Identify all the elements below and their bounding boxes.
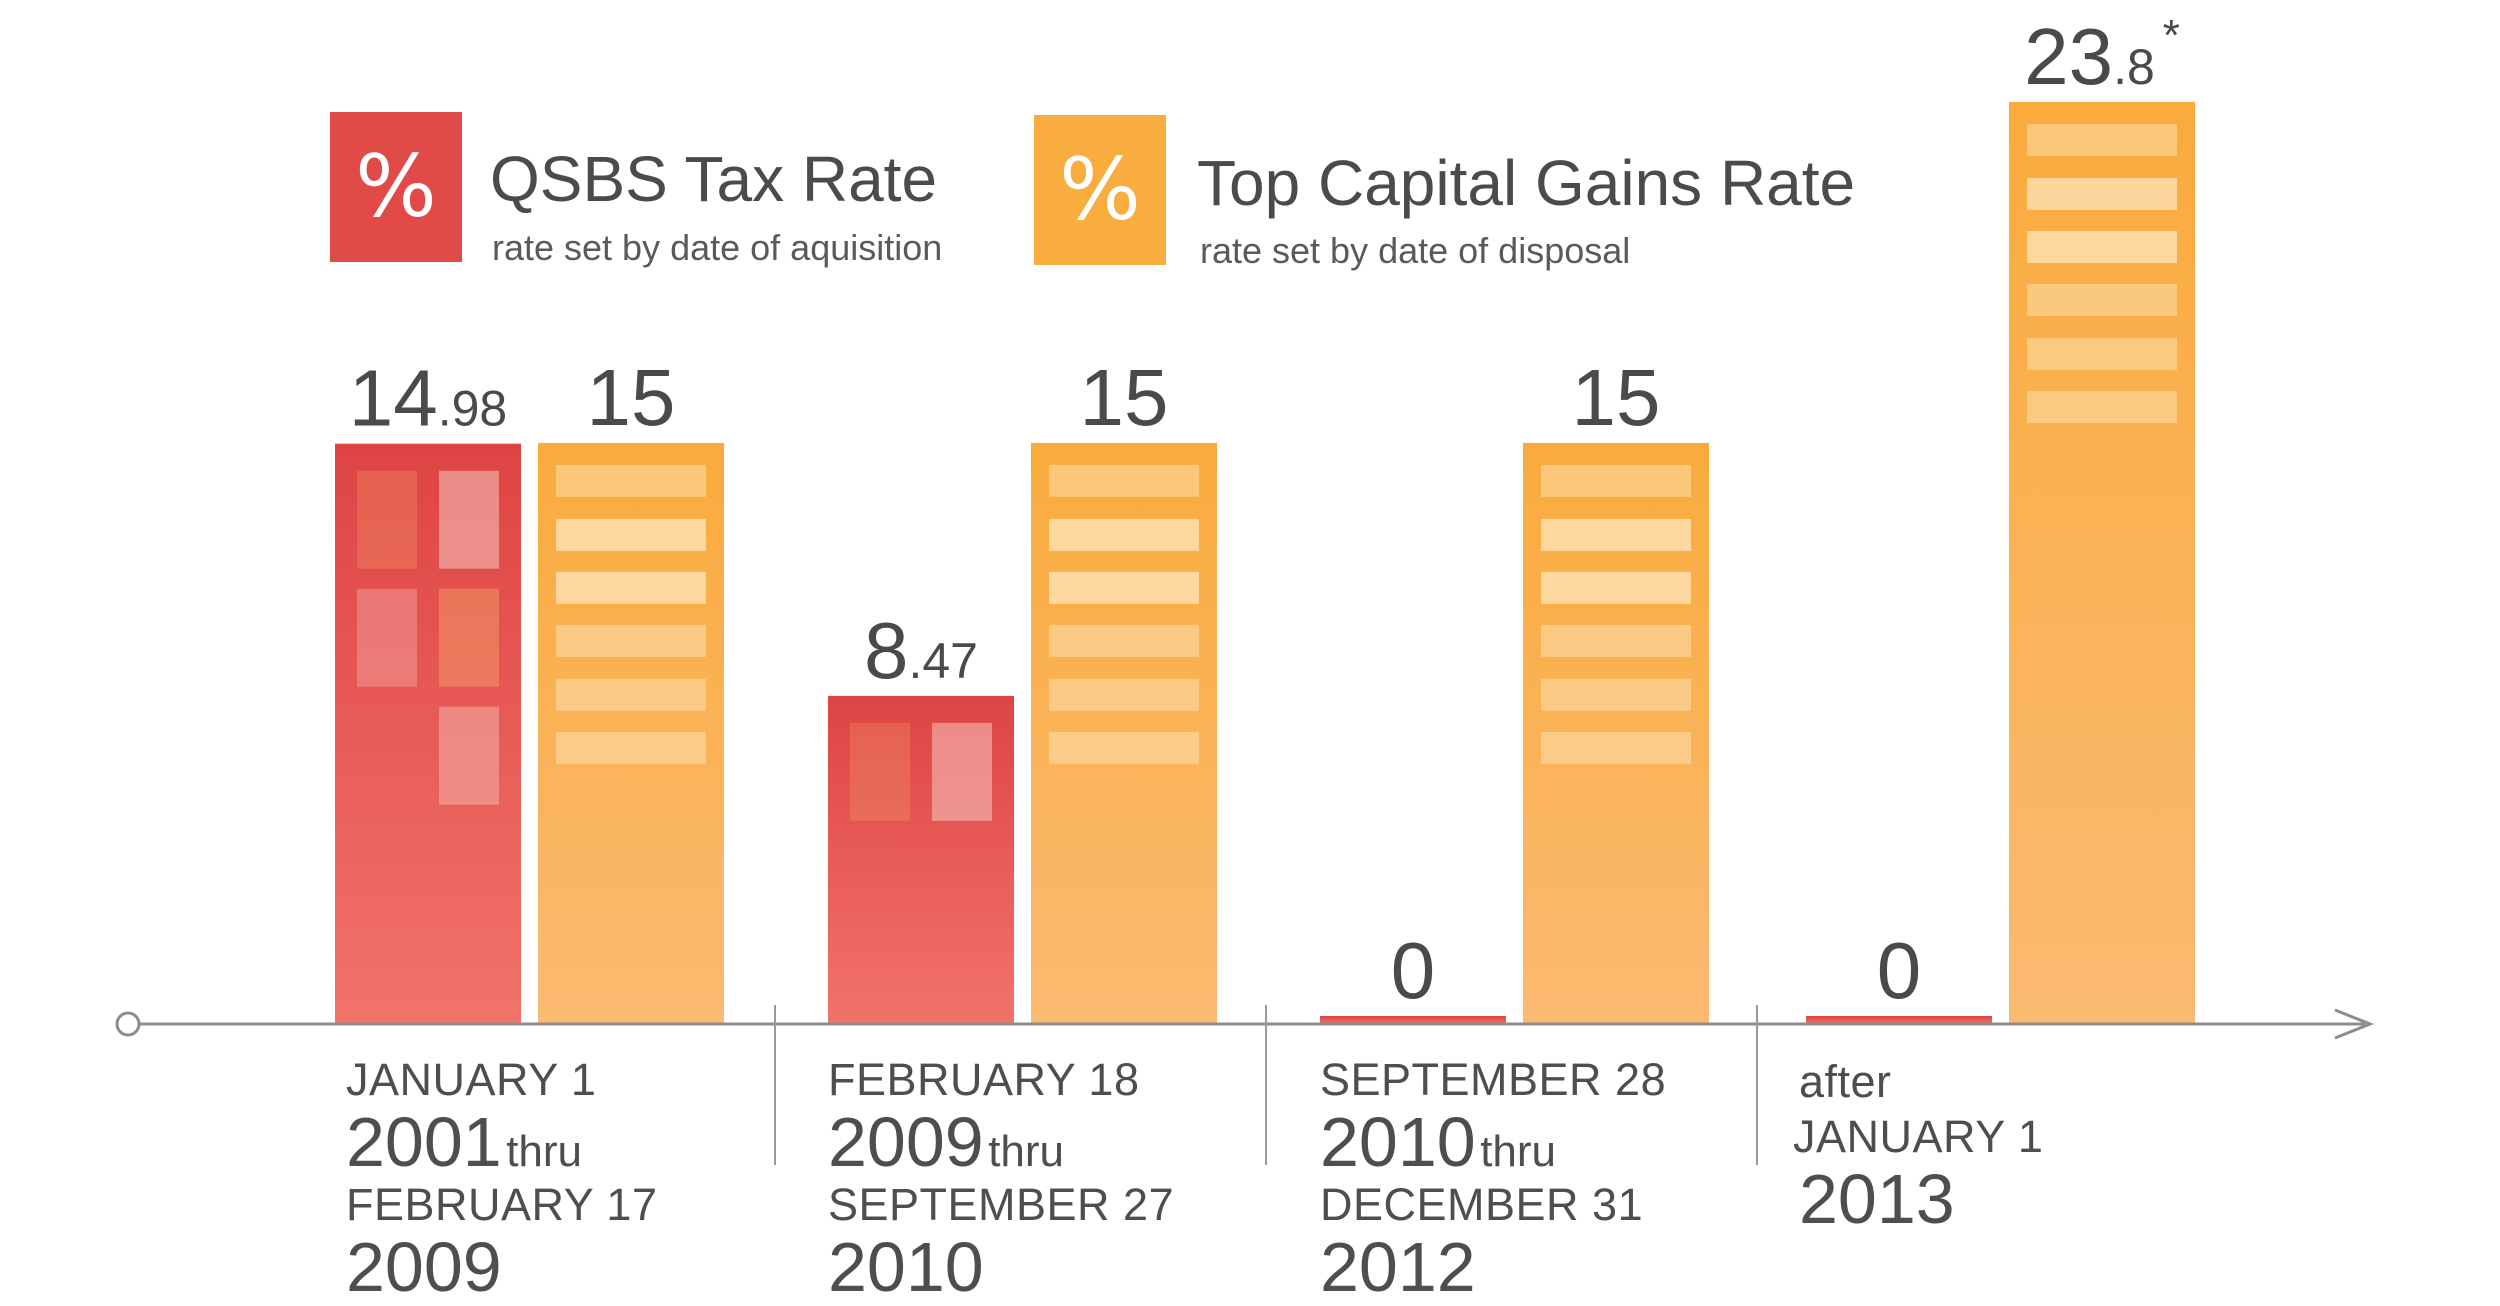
data-label: 15 xyxy=(1080,353,1169,442)
bar-stripe-decoration xyxy=(1049,678,1199,711)
bar-stripe-decoration xyxy=(2027,178,2177,210)
legend-swatch-capital-gains: % xyxy=(1034,115,1166,265)
bar-qsbs-2 xyxy=(828,695,1014,1024)
bar-window-decoration xyxy=(439,706,499,805)
axis-arrow-icon xyxy=(2334,1008,2375,1040)
legend-title-qsbs: QSBS Tax Rate xyxy=(490,143,938,215)
legend-title-capital-gains: Top Capital Gains Rate xyxy=(1197,147,1856,219)
bar-window-decoration xyxy=(439,470,499,569)
bar-window-decoration xyxy=(439,588,499,687)
period-end-year: 2010 xyxy=(828,1228,984,1306)
period-label-3: SEPTEMBER 28 2010 thru DECEMBER 31 2012 xyxy=(1320,1052,1666,1302)
legend-swatch-qsbs: % xyxy=(330,112,462,262)
bar-qsbs-3 xyxy=(1320,1016,1506,1024)
bar-stripe-decoration xyxy=(2027,391,2177,423)
bar-qsbs-1 xyxy=(335,443,521,1024)
period-end-date: DECEMBER 31 xyxy=(1320,1179,1644,1230)
bar-stripe-decoration xyxy=(1049,624,1199,657)
data-label: 23.8* xyxy=(2024,11,2180,101)
bar-stripe-decoration xyxy=(1541,624,1691,657)
data-label: 15 xyxy=(1572,353,1661,442)
bar-window-decoration xyxy=(357,588,417,687)
bar-stripe-decoration xyxy=(2027,338,2177,370)
period-thru: thru xyxy=(988,1127,1065,1176)
period-thru: thru xyxy=(506,1127,583,1176)
bar-window-decoration xyxy=(357,470,417,569)
period-start-year: 2001 xyxy=(346,1103,502,1181)
bar-stripe-decoration xyxy=(1049,518,1199,551)
period-end-year: 2012 xyxy=(1320,1228,1476,1306)
bar-stripe-decoration xyxy=(1049,571,1199,604)
bar-window-decoration xyxy=(850,722,910,821)
bar-stripe-decoration xyxy=(2027,284,2177,316)
period-prefix: after xyxy=(1799,1056,1892,1107)
bar-stripe-decoration xyxy=(2027,124,2177,156)
percent-icon: % xyxy=(355,137,437,237)
period-end-year: 2009 xyxy=(346,1228,502,1306)
period-start-date: SEPTEMBER 28 xyxy=(1320,1054,1667,1105)
period-end-date: FEBRUARY 17 xyxy=(346,1179,658,1230)
data-label: 0 xyxy=(1877,926,1922,1015)
period-start-year: 2010 xyxy=(1320,1103,1476,1181)
period-start-date: FEBRUARY 18 xyxy=(828,1054,1140,1105)
legend-subtitle-capital-gains: rate set by date of disposal xyxy=(1200,230,1631,271)
period-start-year: 2009 xyxy=(828,1103,984,1181)
period-label-1: JANUARY 1 2001 thru FEBRUARY 17 2009 xyxy=(346,1052,657,1302)
period-start-date: JANUARY 1 xyxy=(1793,1111,2044,1162)
data-label: 14.98 xyxy=(349,354,508,443)
data-label: 15 xyxy=(587,353,676,442)
bar-stripe-decoration xyxy=(1541,464,1691,497)
bar-stripe-decoration xyxy=(556,678,706,711)
bar-stripe-decoration xyxy=(1541,518,1691,551)
bar-stripe-decoration xyxy=(1541,678,1691,711)
period-label-2: FEBRUARY 18 2009 thru SEPTEMBER 27 2010 xyxy=(828,1052,1174,1302)
bar-window-decoration xyxy=(932,722,992,821)
bar-stripe-decoration xyxy=(556,518,706,551)
period-start-date: JANUARY 1 xyxy=(346,1054,597,1105)
data-label: 0 xyxy=(1391,926,1436,1015)
axis-start-circle-icon xyxy=(115,1011,141,1037)
period-start-year: 2013 xyxy=(1799,1160,1955,1238)
bar-stripe-decoration xyxy=(556,731,706,764)
bar-stripe-decoration xyxy=(1049,464,1199,497)
bar-stripe-decoration xyxy=(556,571,706,604)
bar-qsbs-4 xyxy=(1806,1016,1992,1024)
legend-subtitle-qsbs: rate set by date of aquisition xyxy=(492,227,943,268)
period-end-date: SEPTEMBER 27 xyxy=(828,1179,1175,1230)
bar-stripe-decoration xyxy=(556,464,706,497)
percent-icon: % xyxy=(1059,140,1141,240)
period-thru: thru xyxy=(1480,1127,1557,1176)
data-label: 8.47 xyxy=(864,606,978,695)
bar-stripe-decoration xyxy=(556,624,706,657)
bar-stripe-decoration xyxy=(2027,231,2177,263)
period-label-4: after JANUARY 1 2013 xyxy=(1793,1054,2043,1234)
bar-stripe-decoration xyxy=(1541,731,1691,764)
bar-stripe-decoration xyxy=(1049,731,1199,764)
bar-stripe-decoration xyxy=(1541,571,1691,604)
